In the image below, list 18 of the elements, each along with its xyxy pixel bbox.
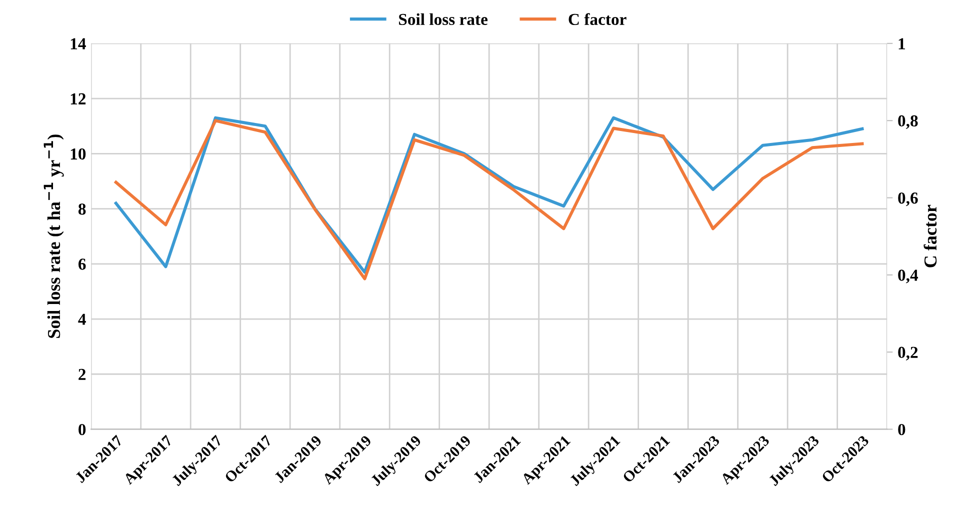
- y2-tick-label: 0: [898, 424, 906, 436]
- y2-tick-label: 0,4: [898, 270, 918, 284]
- y-tick-label: 8: [78, 203, 86, 215]
- y2-axis-title: C factor: [924, 204, 937, 268]
- y-tick-label: 6: [78, 258, 86, 270]
- y-tick-label: 2: [78, 368, 86, 380]
- y-tick-label: 4: [78, 314, 86, 325]
- y-axis-title: Soil loss rate (t ha$^{−1}$ yr$^{−1}$): [44, 134, 64, 338]
- y-tick-label: 0: [78, 424, 86, 436]
- y-tick-label: 14: [70, 38, 86, 50]
- y2-tick-label: 1: [898, 38, 905, 50]
- y-tick-label: 12: [70, 93, 86, 104]
- y2-tick-label: 0,2: [898, 346, 918, 360]
- y-tick-label: 10: [70, 148, 86, 160]
- y2-tick-label: 0,6: [898, 192, 918, 206]
- legend-label: C factor: [568, 13, 626, 26]
- legend-label: Soil loss rate: [399, 13, 488, 26]
- y2-tick-label: 0,8: [898, 115, 918, 129]
